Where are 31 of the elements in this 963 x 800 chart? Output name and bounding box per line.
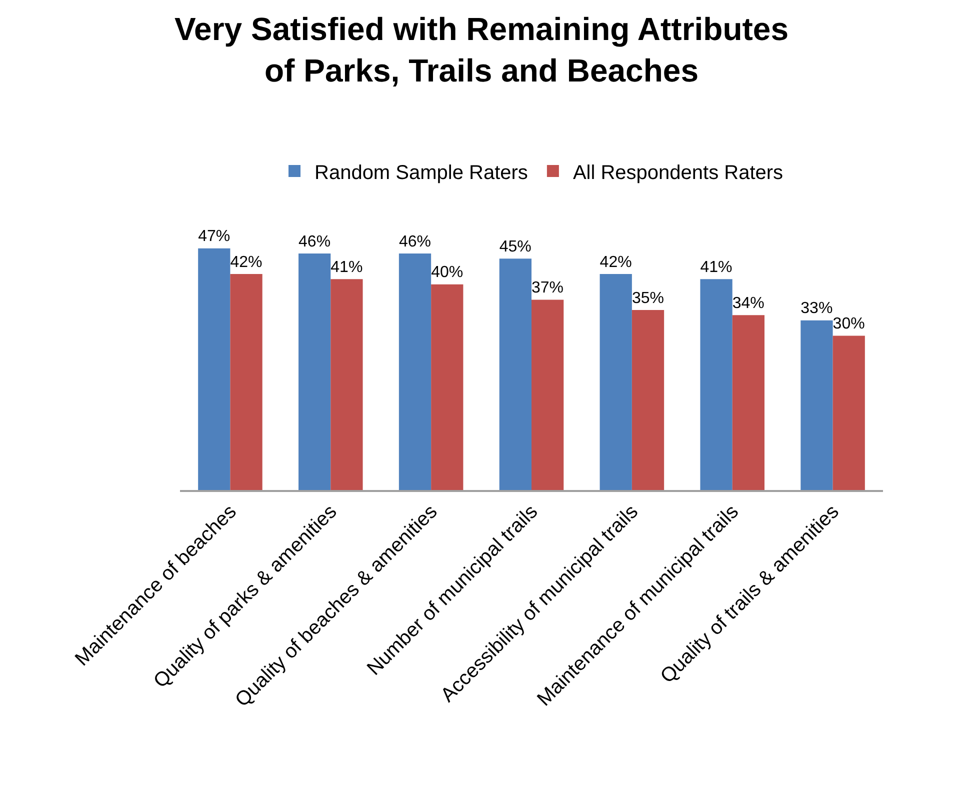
bar	[800, 320, 833, 490]
bar	[732, 315, 764, 490]
data-label: 34%	[732, 294, 764, 312]
data-label: 46%	[398, 233, 431, 250]
bar	[632, 310, 664, 490]
data-label: 41%	[330, 258, 363, 276]
bar	[330, 279, 363, 490]
bar	[431, 284, 464, 490]
data-label: 41%	[700, 258, 732, 276]
bar	[298, 253, 331, 490]
data-label: 45%	[499, 238, 532, 256]
data-label: 30%	[832, 316, 865, 333]
data-label: 33%	[800, 300, 833, 318]
bar	[398, 253, 432, 490]
bar	[832, 336, 865, 490]
data-label: 35%	[632, 290, 664, 307]
bar	[230, 274, 262, 490]
data-label: 42%	[230, 254, 262, 271]
data-label: 37%	[532, 280, 564, 297]
legend-label: All Respondents Raters	[572, 162, 784, 184]
data-label: 46%	[298, 233, 331, 250]
bar	[499, 258, 532, 490]
legend-label: Random Sample Raters	[314, 162, 528, 184]
data-label: 42%	[600, 254, 632, 271]
bar	[198, 248, 230, 490]
chart-title: Very Satisfied with Remaining Attributes of Parks, Trails and Beaches	[174, 11, 789, 89]
data-label: 47%	[198, 228, 230, 246]
bar	[532, 300, 564, 490]
bar	[600, 274, 632, 490]
bar	[700, 279, 732, 490]
data-label: 40%	[431, 264, 464, 282]
